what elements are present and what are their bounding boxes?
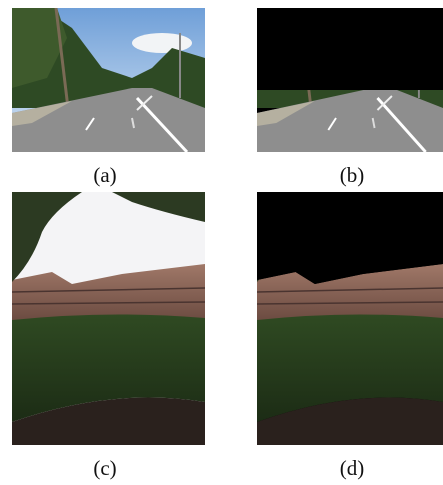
image-c (12, 192, 205, 445)
panel-label: (a) (93, 163, 116, 187)
image-a (12, 8, 205, 152)
panel-a: (a) (12, 8, 205, 187)
panel-c: (c) (12, 192, 205, 480)
image-d (257, 192, 443, 445)
figure: (a) (b) (c) (d) (0, 0, 443, 485)
panel-label: (d) (340, 456, 365, 480)
panel-d: (d) (257, 192, 443, 480)
panel-b: (b) (257, 8, 443, 187)
image-b (257, 8, 443, 152)
panel-label: (c) (93, 456, 116, 480)
panel-label: (b) (340, 163, 365, 187)
